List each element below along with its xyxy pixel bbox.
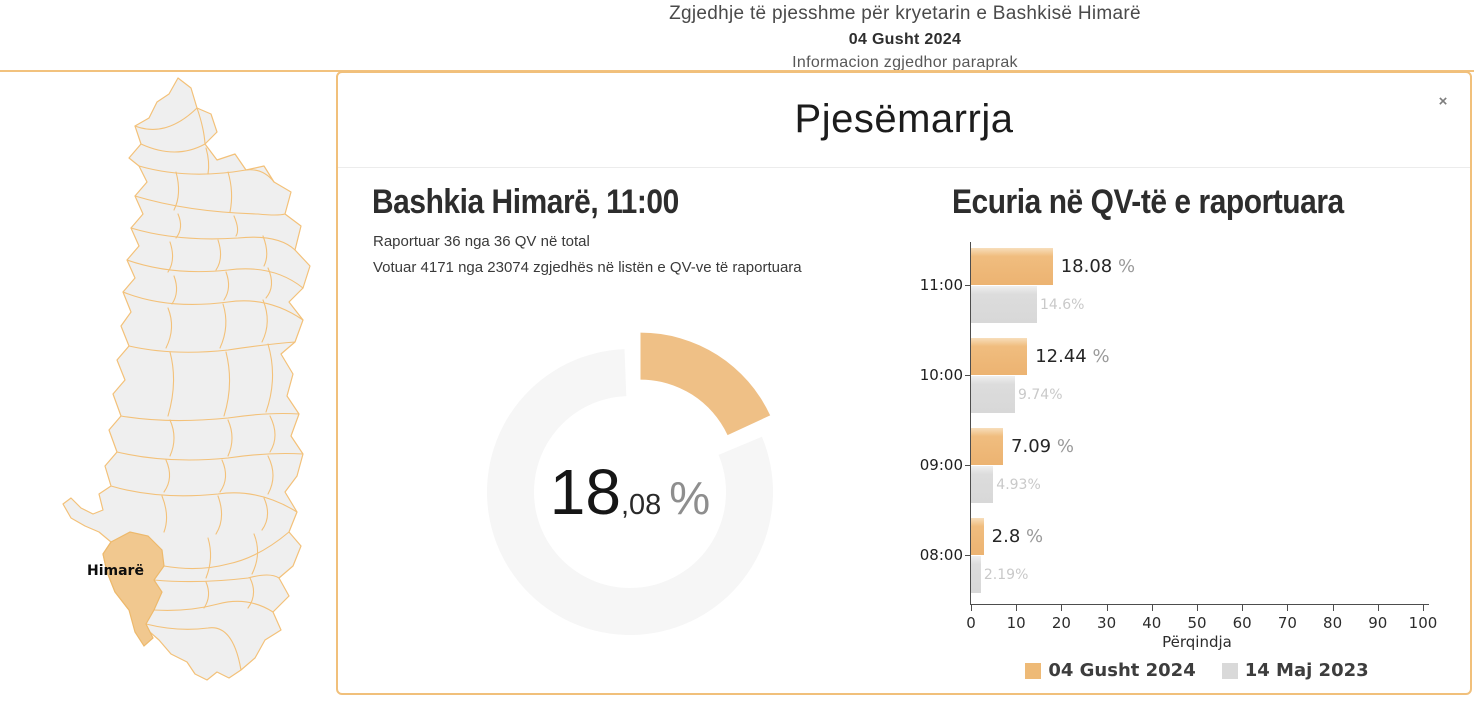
x-label-0: 0: [966, 614, 976, 632]
legend-item-2024[interactable]: 04 Gusht 2024: [1025, 660, 1196, 681]
albania-map[interactable]: Himarë: [58, 72, 338, 692]
chart-legend: 04 Gusht 2024 14 Maj 2023: [951, 660, 1443, 681]
x-label-90: 90: [1368, 614, 1388, 632]
albania-outline: [62, 77, 311, 681]
x-tick-0: [971, 605, 972, 611]
legend-swatch-2024: [1025, 662, 1042, 679]
bar-chart-title: Ecuria në QV-të e raportuara: [952, 183, 1344, 221]
legend-label-2024: 04 Gusht 2024: [1048, 660, 1196, 681]
bar-2023-09:00: [971, 466, 994, 503]
bar-value-2023-09:00: 4.93%: [996, 477, 1041, 493]
x-label-80: 80: [1323, 614, 1343, 632]
x-label-40: 40: [1142, 614, 1162, 632]
x-tick-100: [1423, 605, 1424, 611]
x-tick-60: [1242, 605, 1244, 611]
election-date: 04 Gusht 2024: [848, 31, 962, 48]
bar-value-2024-08:00: 2.8 %: [991, 526, 1044, 547]
election-subtitle: Informacion zgjedhor paraprak: [792, 54, 1018, 71]
bar-value-2023-10:00: 9.74%: [1018, 387, 1063, 403]
y-label-11:00: 11:00: [919, 276, 963, 294]
x-label-60: 60: [1232, 614, 1252, 632]
title-divider: [338, 167, 1470, 168]
himare-region[interactable]: [102, 531, 165, 647]
x-tick-80: [1332, 605, 1334, 611]
x-tick-70: [1287, 605, 1289, 611]
x-label-100: 100: [1408, 614, 1438, 632]
bar-2023-08:00: [971, 556, 981, 593]
bar-value-2024-09:00: 7.09 %: [1011, 436, 1074, 457]
bar-2024-08:00: [971, 518, 984, 555]
x-axis-title: Përqindja: [1162, 633, 1232, 651]
y-tick-08:00: [965, 555, 971, 556]
x-label-10: 10: [1006, 614, 1026, 632]
municipality-borders: [110, 107, 304, 671]
x-tick-40: [1151, 605, 1153, 611]
x-axis-line: [970, 604, 1429, 605]
x-tick-90: [1377, 605, 1379, 611]
y-tick-09:00: [965, 465, 971, 466]
voters-text: Votuar 4171 nga 23074 zgjedhës në listën…: [373, 259, 802, 276]
bar-2023-10:00: [971, 376, 1015, 413]
bar-2024-11:00: [971, 248, 1053, 285]
bar-2023-11:00: [971, 286, 1037, 323]
y-axis-line: [970, 242, 971, 604]
page-header: Zgjedhje të pjesshme për kryetarin e Bas…: [336, 0, 1474, 72]
y-label-10:00: 10:00: [919, 366, 963, 384]
reported-qv-text: Raportuar 36 nga 36 QV në total: [373, 233, 590, 250]
donut-slice: [640, 332, 771, 436]
close-icon[interactable]: ×: [1438, 93, 1448, 110]
legend-label-2023: 14 Maj 2023: [1244, 660, 1369, 681]
x-tick-10: [1016, 605, 1018, 611]
bar-value-2024-11:00: 18.08 %: [1060, 256, 1136, 277]
x-label-20: 20: [1051, 614, 1071, 632]
y-tick-10:00: [965, 375, 971, 376]
hourly-bar-chart: Përqindja 04 Gusht 2024 14 Maj 2023 18.08…: [920, 242, 1437, 681]
albania-map-svg: Himarë: [62, 77, 311, 681]
himare-label: Himarë: [87, 563, 144, 579]
modal-title: Pjesëmarrja: [794, 97, 1014, 141]
y-label-08:00: 08:00: [919, 546, 963, 564]
bar-2024-09:00: [971, 428, 1003, 465]
election-title: Zgjedhje të pjesshme për kryetarin e Bas…: [669, 3, 1141, 24]
x-tick-20: [1061, 605, 1063, 611]
participation-modal: × Pjesëmarrja Bashkia Himarë, 11:00 Rapo…: [336, 71, 1472, 695]
y-label-09:00: 09:00: [919, 456, 963, 474]
donut-center-value: 18,08%: [550, 456, 710, 528]
donut-track: [486, 349, 773, 636]
bar-2024-10:00: [971, 338, 1028, 375]
bar-value-2023-08:00: 2.19%: [983, 567, 1029, 583]
legend-item-2023[interactable]: 14 Maj 2023: [1221, 660, 1369, 681]
x-label-30: 30: [1097, 614, 1117, 632]
bar-value-2023-11:00: 14.6%: [1039, 297, 1085, 313]
legend-swatch-2023: [1221, 662, 1238, 679]
x-label-50: 50: [1187, 614, 1207, 632]
participation-donut-chart: 18,08%: [460, 322, 800, 662]
summary-heading: Bashkia Himarë, 11:00: [372, 183, 679, 221]
bar-value-2024-10:00: 12.44 %: [1035, 346, 1110, 367]
y-tick-11:00: [965, 285, 971, 286]
x-tick-30: [1106, 605, 1108, 611]
x-tick-50: [1197, 605, 1198, 611]
x-label-70: 70: [1277, 614, 1297, 632]
